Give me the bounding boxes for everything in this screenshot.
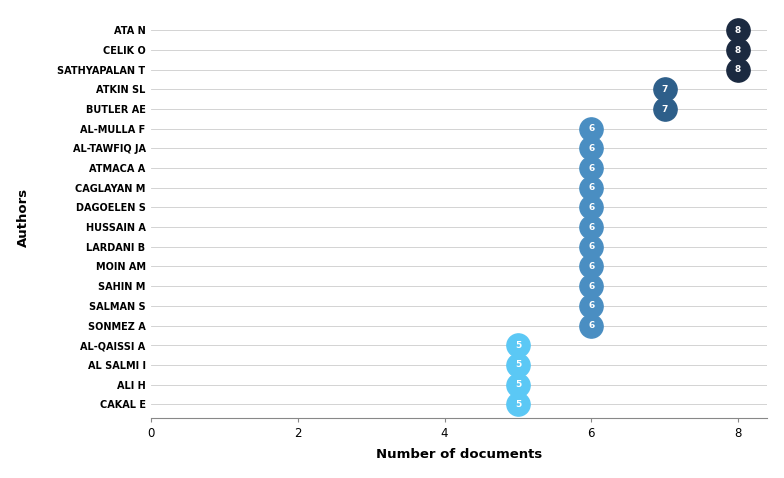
Point (585, 282, 597, 290)
Point (585, 204, 597, 211)
Text: 7: 7 (662, 85, 668, 94)
Text: 6: 6 (588, 301, 594, 310)
Point (731, 27, 744, 34)
Text: 5: 5 (515, 341, 521, 350)
Text: 6: 6 (588, 321, 594, 330)
Text: 5: 5 (515, 380, 521, 389)
Text: 6: 6 (588, 144, 594, 153)
Point (659, 105, 671, 113)
Point (585, 243, 597, 250)
Text: 7: 7 (662, 105, 668, 114)
Point (585, 145, 597, 152)
Text: 5: 5 (515, 360, 521, 369)
Text: 5: 5 (515, 400, 521, 409)
Point (512, 361, 524, 369)
Point (585, 322, 597, 329)
Point (585, 302, 597, 310)
Point (585, 184, 597, 192)
Point (585, 263, 597, 271)
Text: 6: 6 (588, 124, 594, 133)
Text: 6: 6 (588, 242, 594, 251)
Point (659, 86, 671, 93)
Point (512, 341, 524, 349)
Text: 6: 6 (588, 223, 594, 232)
Y-axis label: Authors: Authors (16, 188, 30, 247)
Text: 8: 8 (735, 45, 741, 54)
Point (512, 380, 524, 388)
Text: 8: 8 (735, 26, 741, 35)
Text: 6: 6 (588, 183, 594, 192)
Point (585, 125, 597, 132)
Point (731, 66, 744, 74)
Point (585, 223, 597, 231)
Point (585, 164, 597, 172)
Text: 6: 6 (588, 262, 594, 271)
Text: 8: 8 (735, 65, 741, 74)
Point (512, 401, 524, 408)
Text: 6: 6 (588, 163, 594, 173)
Text: 6: 6 (588, 203, 594, 212)
Point (731, 46, 744, 54)
X-axis label: Number of documents: Number of documents (376, 448, 543, 461)
Text: 6: 6 (588, 282, 594, 291)
